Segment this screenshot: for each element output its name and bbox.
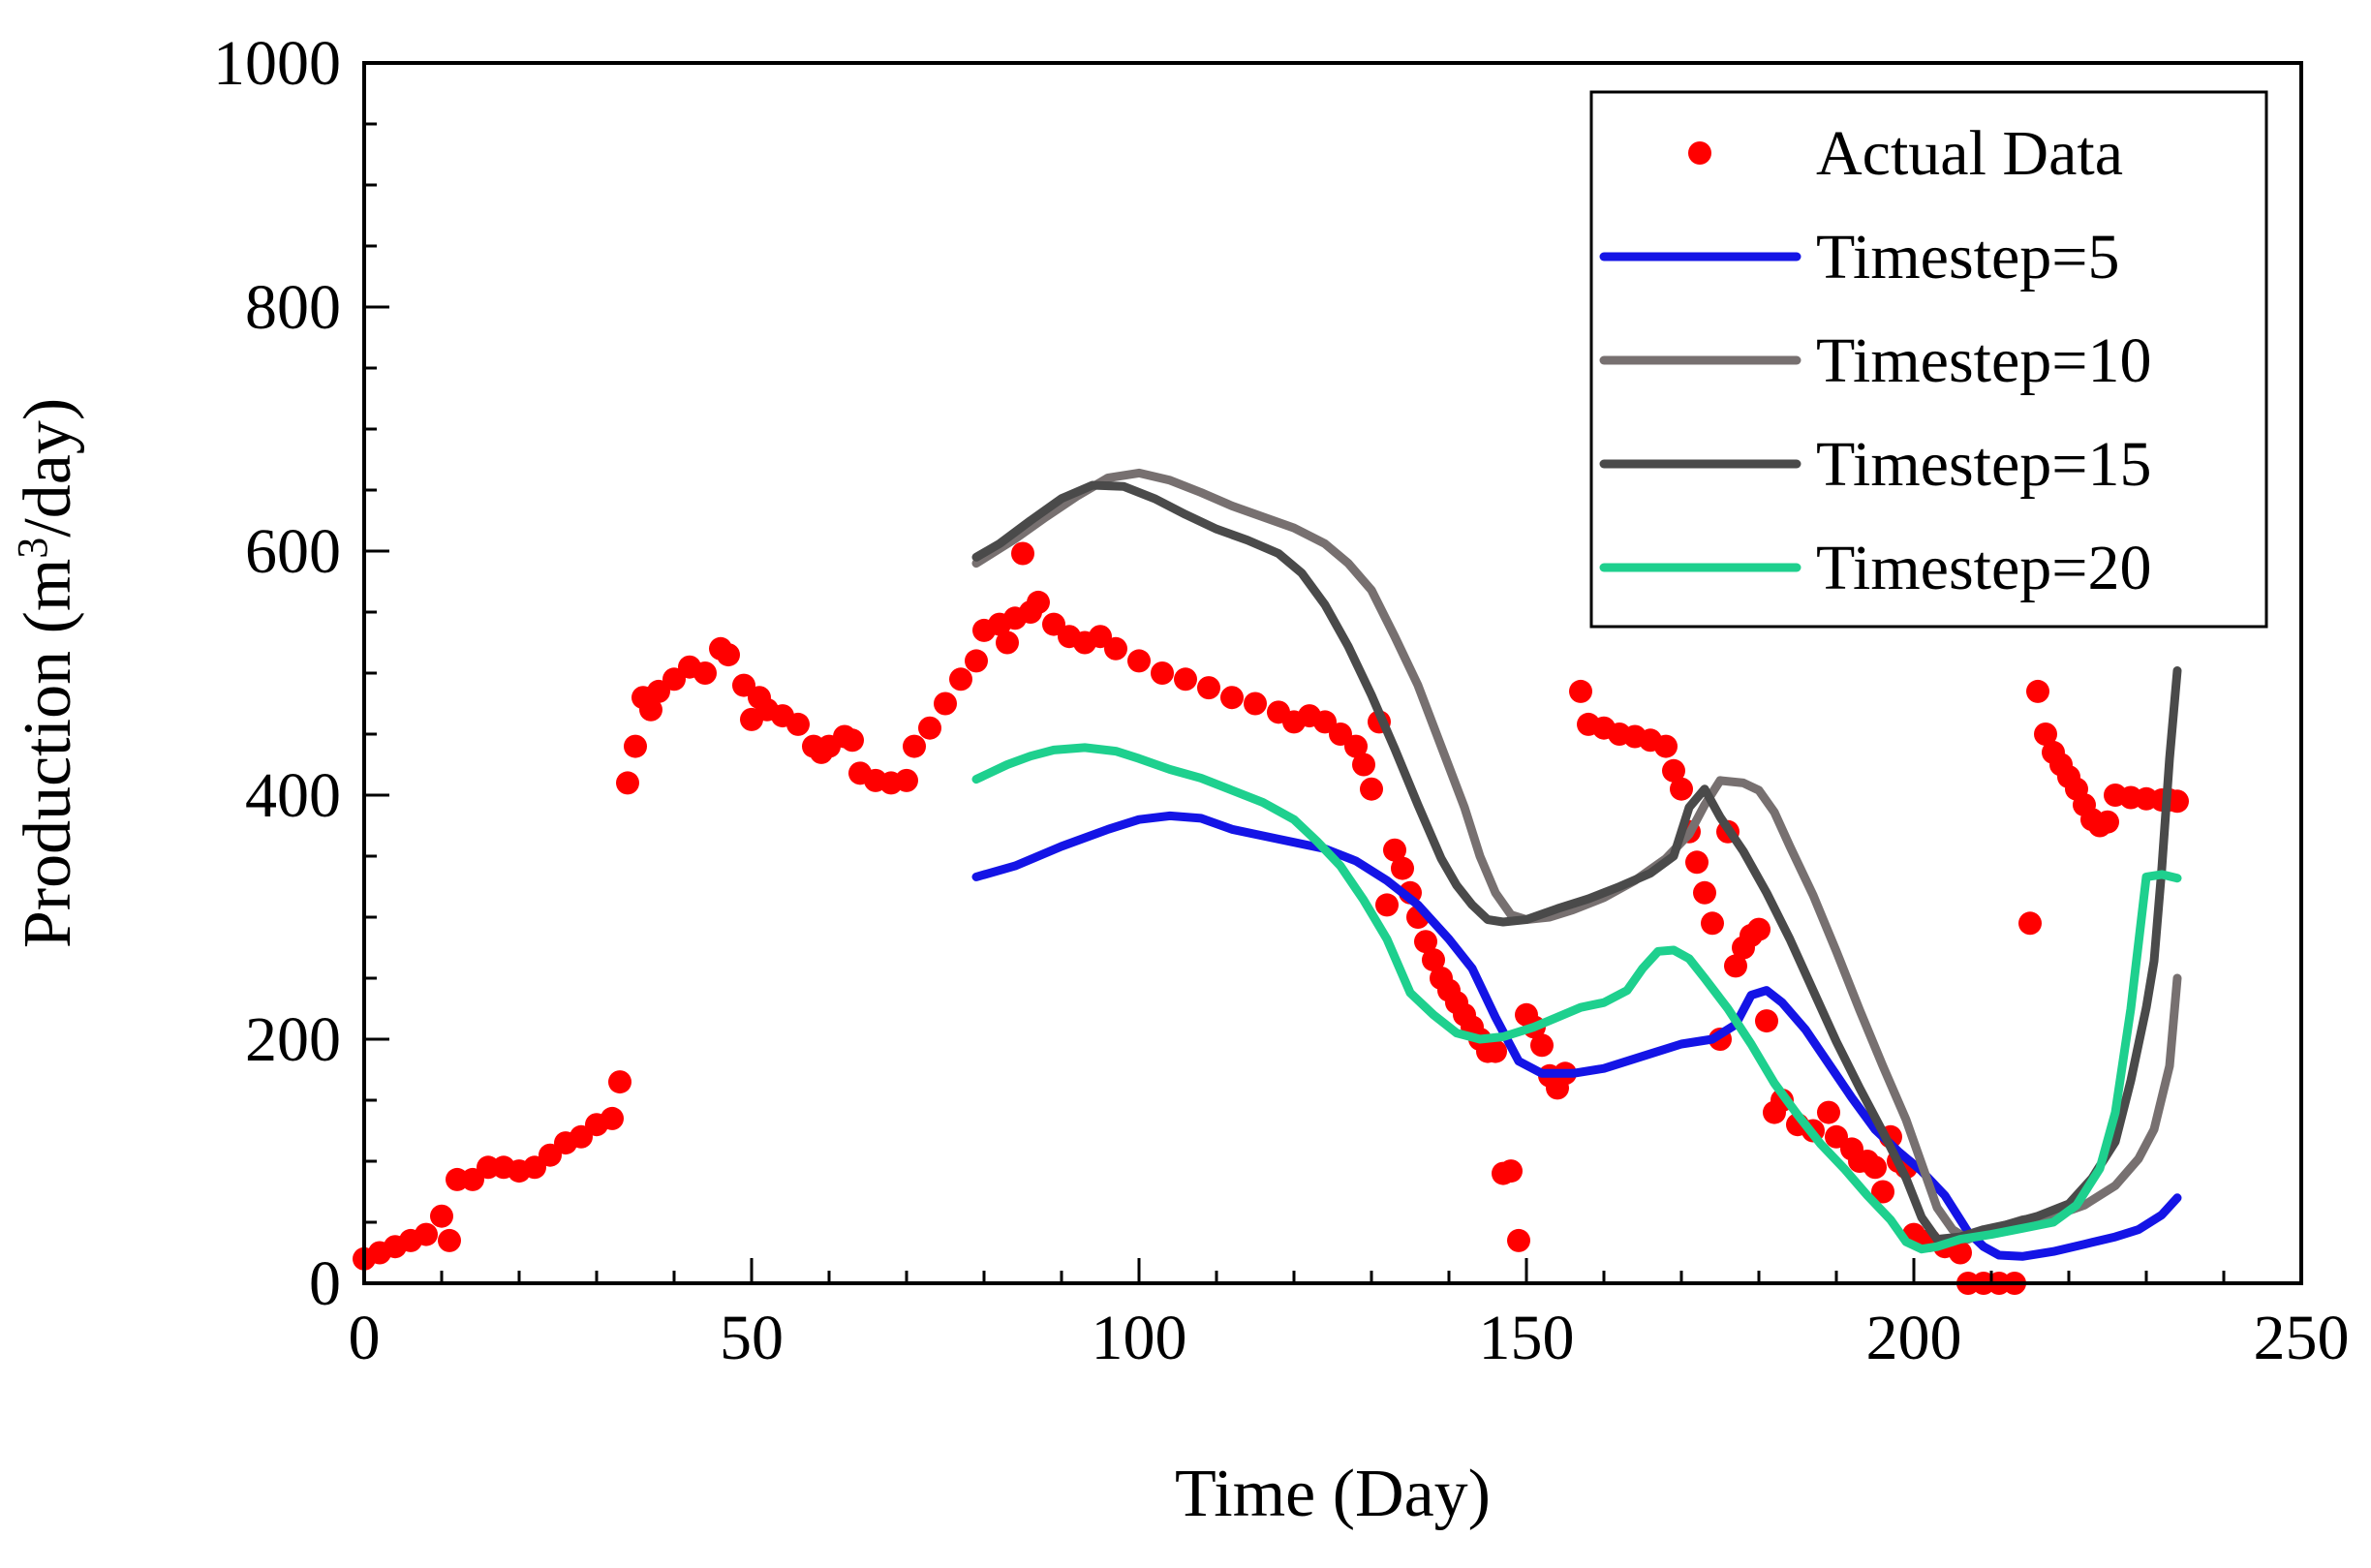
data-point [1375, 893, 1399, 917]
series-line-timestep-20 [971, 743, 2182, 1254]
data-point [1422, 948, 1445, 972]
data-point [1871, 1180, 1894, 1204]
data-point [1863, 1155, 1887, 1180]
y-tick-label: 800 [245, 272, 341, 343]
data-point [1747, 917, 1771, 941]
y-tick-label: 0 [309, 1248, 341, 1319]
data-point [1670, 777, 1693, 801]
data-point [895, 768, 918, 792]
data-point [1724, 954, 1747, 978]
data-point [934, 692, 957, 716]
legend-label: Timestep=15 [1816, 429, 2152, 500]
legend-label: Actual Data [1816, 118, 2123, 189]
data-point [1499, 1159, 1523, 1184]
data-point [1755, 1009, 1778, 1033]
data-point [1662, 758, 1685, 783]
data-point [1507, 1228, 1530, 1252]
data-point [786, 712, 810, 736]
data-point [1383, 838, 1406, 862]
data-point [1104, 636, 1127, 661]
x-axis-title: Time (Day) [1175, 1457, 1491, 1531]
plot-marks [353, 468, 2189, 1295]
data-point [616, 771, 639, 795]
data-point [1569, 679, 1592, 703]
data-point [608, 1070, 631, 1094]
data-point [1949, 1241, 1972, 1265]
y-tick-label: 600 [245, 516, 341, 587]
data-point [1244, 692, 1267, 716]
data-point [693, 661, 717, 685]
legend-label: Timestep=20 [1816, 533, 2152, 603]
data-point [965, 649, 988, 673]
axis-ticks [362, 61, 2303, 1285]
legend-label: Timestep=5 [1816, 222, 2120, 292]
data-point [996, 630, 1019, 655]
data-point [1360, 777, 1383, 801]
data-point [1391, 856, 1414, 880]
data-point [2034, 723, 2057, 746]
y-tick-label: 200 [245, 1004, 341, 1075]
legend: Actual Data Timestep=5 Timestep=10 Timestep… [1589, 90, 2268, 629]
legend-item: Timestep=5 [1599, 222, 2120, 292]
data-point [1174, 667, 1197, 692]
data-point [1685, 850, 1709, 875]
data-point [624, 734, 647, 758]
legend-item: Timestep=15 [1599, 429, 2152, 500]
data-point [415, 1222, 438, 1246]
data-point [1127, 649, 1151, 673]
y-tick-label: 1000 [213, 28, 341, 99]
data-point [1484, 1039, 1507, 1063]
data-point [430, 1204, 453, 1228]
data-point [1693, 880, 1716, 905]
data-point [717, 643, 740, 667]
data-point [1817, 1100, 1840, 1124]
y-axis-title-prefix: Production (m [11, 559, 85, 948]
data-point [1011, 541, 1034, 566]
y-tick-label: 400 [245, 760, 341, 831]
legend-marker [1688, 141, 1711, 165]
data-point [2018, 911, 2042, 936]
legend-item: Actual Data [1688, 118, 2123, 189]
series-actual-data [353, 541, 2189, 1295]
x-tick-label: 100 [1092, 1303, 1187, 1373]
legend-item: Timestep=20 [1599, 533, 2152, 603]
x-tick-label: 50 [720, 1303, 784, 1373]
data-point [1654, 734, 1678, 758]
series-line-timestep-5 [971, 811, 2182, 1261]
data-point [949, 667, 972, 692]
data-point [438, 1228, 461, 1252]
data-point [1414, 930, 1437, 954]
data-point [841, 728, 864, 753]
legend-label: Timestep=10 [1816, 325, 2152, 396]
x-tick-label: 250 [2254, 1303, 2350, 1373]
data-point [903, 734, 926, 758]
x-tick-label: 150 [1479, 1303, 1575, 1373]
data-point [2026, 679, 2049, 703]
data-point [1027, 590, 1050, 614]
data-point [2166, 789, 2189, 814]
data-point [1220, 686, 1244, 710]
data-point [1197, 676, 1220, 700]
x-tick-label: 0 [349, 1303, 381, 1373]
y-axis-title: Production (m3/day) [9, 398, 86, 948]
data-point [918, 716, 941, 740]
data-point [1701, 911, 1724, 936]
y-axis-title-suffix: /day) [11, 398, 85, 538]
data-point [1344, 734, 1368, 758]
series-line-timestep-15 [971, 480, 2182, 1245]
data-point [2096, 810, 2119, 834]
data-point [1151, 661, 1174, 685]
axis-tick-labels: 0 50 100 150 200 250 0 200 400 600 800 1000 [213, 28, 2350, 1373]
legend-item: Timestep=10 [1599, 325, 2152, 396]
data-point [1352, 753, 1375, 777]
data-point [1530, 1033, 1554, 1058]
y-axis-title-sup: 3 [9, 538, 56, 559]
data-point [639, 697, 662, 722]
data-point [600, 1106, 624, 1130]
x-tick-label: 200 [1866, 1303, 1962, 1373]
